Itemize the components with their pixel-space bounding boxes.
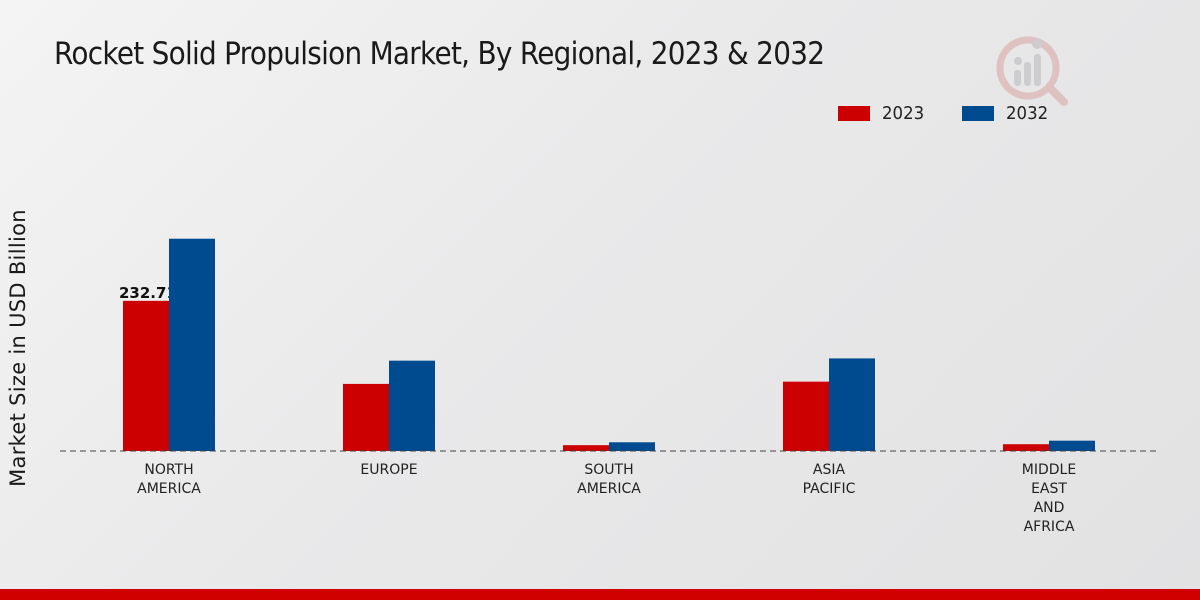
- bar-2023-0: [123, 300, 169, 451]
- legend-item-2032: 2032: [961, 103, 1052, 124]
- bar-2023-3: [783, 381, 829, 451]
- bar-2032-3: [829, 358, 875, 451]
- legend: 2023 2032: [838, 103, 1086, 124]
- x-tick-label-line: SOUTH: [584, 462, 633, 478]
- x-tick-label-line: AFRICA: [1024, 519, 1075, 535]
- bar-2032-4: [1049, 440, 1095, 451]
- legend-item-2023: 2023: [838, 103, 928, 124]
- legend-swatch-2032: [961, 106, 994, 121]
- x-tick-label-0: NORTH AMERICA: [137, 462, 201, 497]
- x-tick-label-line: EUROPE: [360, 462, 417, 478]
- x-tick-label-line: AND: [1034, 500, 1065, 516]
- bar-2023-2: [563, 445, 609, 451]
- x-tick-label-2: SOUTH AMERICA: [577, 462, 641, 497]
- legend-label-2023: 2023: [882, 103, 925, 124]
- bar-2032-1: [389, 360, 435, 451]
- brand-logo-icon: [996, 36, 1068, 106]
- legend-swatch-2023: [838, 106, 870, 121]
- bar-2023-1: [343, 383, 389, 451]
- bar-2023-4: [1003, 444, 1049, 451]
- x-tick-label-line: EAST: [1031, 481, 1067, 497]
- data-label-2023-0: 232.71: [119, 284, 177, 302]
- x-tick-label-line: NORTH: [144, 462, 193, 478]
- chart-title: Rocket Solid Propulsion Market, By Regio…: [54, 36, 825, 72]
- bar-2032-2: [609, 442, 655, 451]
- x-tick-label-1: EUROPE: [360, 462, 417, 478]
- x-tick-label-line: PACIFIC: [803, 481, 856, 497]
- x-tick-label-line: MIDDLE: [1022, 462, 1076, 478]
- footer-accent-bar: [0, 589, 1200, 600]
- bar-2032-0: [169, 238, 215, 451]
- x-tick-label-4: MIDDLE EAST AND AFRICA: [1022, 462, 1076, 535]
- x-tick-label-line: AMERICA: [137, 481, 201, 497]
- legend-label-2032: 2032: [1005, 103, 1048, 124]
- x-tick-label-line: ASIA: [813, 462, 846, 478]
- x-tick-label-line: AMERICA: [577, 481, 641, 497]
- x-tick-label-3: ASIA PACIFIC: [803, 462, 856, 497]
